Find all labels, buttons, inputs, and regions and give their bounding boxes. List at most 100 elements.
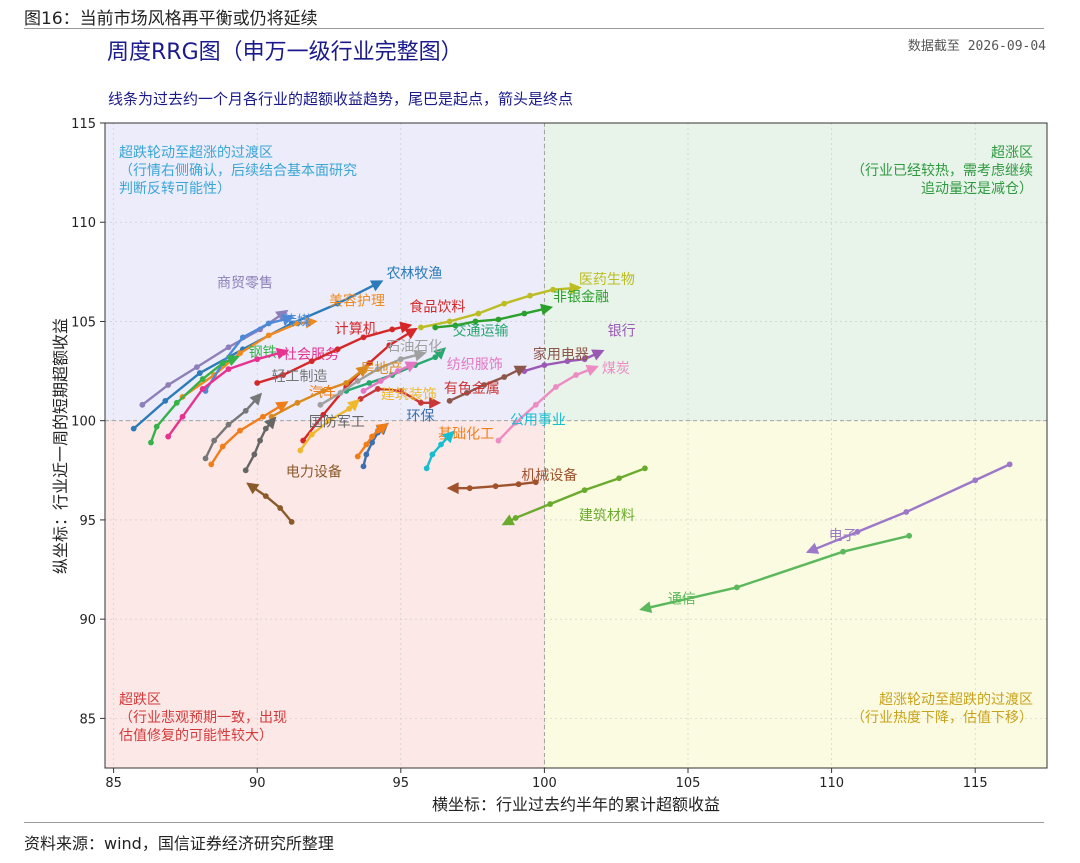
series-point bbox=[733, 584, 740, 591]
quadrant-bg-bottom-left bbox=[105, 420, 545, 768]
series-label: 房地产 bbox=[361, 361, 403, 377]
series-arrowhead bbox=[275, 309, 289, 322]
series-point bbox=[320, 388, 327, 394]
figure-label: 图16：当前市场风格再平衡或仍将延续 bbox=[24, 9, 318, 29]
series-point bbox=[308, 358, 315, 365]
series-point bbox=[395, 368, 401, 374]
series-point bbox=[165, 382, 172, 388]
quadrant-label: 超涨区 bbox=[991, 145, 1033, 161]
series-point bbox=[397, 388, 404, 394]
series-point bbox=[446, 397, 453, 404]
series-label: 非银金融 bbox=[553, 290, 609, 306]
series-point bbox=[354, 378, 361, 384]
quadrant-label: （行业已经较热，需考虑继续 bbox=[851, 162, 1033, 179]
series-arrowhead bbox=[399, 321, 413, 334]
x-tick-label: 100 bbox=[532, 776, 557, 791]
x-tick-label: 115 bbox=[963, 776, 988, 791]
series-line bbox=[434, 306, 552, 329]
series-point bbox=[320, 411, 327, 418]
series-point bbox=[418, 324, 424, 331]
series-point bbox=[237, 350, 243, 357]
series-arrowhead bbox=[639, 601, 653, 614]
series-point bbox=[334, 346, 341, 353]
series-point bbox=[374, 386, 381, 392]
series-point bbox=[481, 382, 487, 388]
series-point bbox=[346, 405, 353, 412]
series-point bbox=[202, 455, 209, 462]
quadrant-bg-top-right bbox=[544, 123, 1047, 421]
quadrant-label: （行业悲观预期一致，出现 bbox=[119, 709, 287, 726]
series-point bbox=[239, 334, 246, 341]
series-label: 食品饮料 bbox=[409, 299, 465, 316]
series-point bbox=[219, 443, 226, 450]
quadrant-label: 超跌轮动至超涨的过渡区 bbox=[119, 145, 273, 161]
series-arrowhead bbox=[433, 347, 447, 360]
quadrant-label: （行情右侧确认，后续结合基本面研究 bbox=[119, 162, 357, 179]
y-axis-label: 纵坐标：行业近一周的短期超额收益 bbox=[51, 318, 70, 574]
series-label: 交通运输 bbox=[453, 322, 509, 339]
y-tick-label: 110 bbox=[71, 216, 96, 231]
series-point bbox=[162, 397, 169, 404]
series-line bbox=[640, 534, 911, 611]
series-point bbox=[386, 342, 393, 349]
series-point bbox=[369, 439, 375, 446]
plot-frame bbox=[104, 122, 1048, 769]
series-point bbox=[179, 413, 186, 420]
series-point bbox=[389, 326, 396, 333]
series-point bbox=[472, 318, 479, 325]
source-note: 资料来源：wind，国信证券经济研究所整理 bbox=[24, 834, 334, 853]
series-line bbox=[166, 350, 288, 438]
series-point bbox=[527, 292, 533, 299]
series-point bbox=[308, 431, 315, 438]
series-label: 建筑材料 bbox=[579, 508, 635, 524]
series-point bbox=[397, 356, 404, 363]
series-arrowhead bbox=[226, 355, 240, 367]
x-tick-label: 95 bbox=[393, 776, 410, 791]
series-arrowhead bbox=[501, 514, 515, 526]
quadrant-label: 判断反转可能性） bbox=[119, 181, 231, 197]
series-arrowhead bbox=[246, 482, 260, 495]
series-point bbox=[642, 465, 648, 472]
series-point bbox=[423, 465, 430, 472]
y-tick-label: 115 bbox=[71, 117, 96, 132]
series-point bbox=[547, 501, 554, 507]
quadrant-bg-top-left bbox=[105, 123, 545, 421]
series-label: 美容护理 bbox=[329, 293, 385, 310]
series-point bbox=[225, 421, 232, 428]
series-arrowhead bbox=[355, 365, 369, 378]
series-label: 医药生物 bbox=[579, 272, 635, 288]
series-point bbox=[452, 322, 459, 329]
series-point bbox=[326, 417, 332, 424]
series-point bbox=[130, 425, 137, 432]
series-point bbox=[343, 380, 350, 386]
series-point bbox=[463, 390, 470, 396]
series-point bbox=[219, 360, 226, 367]
series-label: 公用事业 bbox=[510, 413, 566, 429]
series-point bbox=[573, 372, 579, 378]
series-point bbox=[260, 413, 266, 420]
series-line bbox=[497, 365, 598, 442]
series-point bbox=[552, 384, 559, 390]
series-label: 机械设备 bbox=[521, 467, 577, 484]
series-point bbox=[446, 318, 453, 325]
series-point bbox=[354, 453, 361, 460]
series-label: 农林牧渔 bbox=[386, 266, 442, 282]
series-arrowhead bbox=[540, 303, 554, 316]
x-tick-label: 90 bbox=[249, 776, 266, 791]
quadrant-label: 超跌区 bbox=[119, 692, 161, 708]
series-arrowhead bbox=[305, 316, 318, 329]
series-point bbox=[237, 427, 243, 434]
series-point bbox=[199, 386, 206, 392]
series-label: 基础化工 bbox=[438, 426, 494, 443]
series-point bbox=[532, 401, 539, 408]
series-point bbox=[153, 423, 160, 430]
series-arrowhead bbox=[441, 430, 455, 444]
series-point bbox=[262, 425, 269, 432]
series-point bbox=[541, 362, 548, 369]
series-point bbox=[512, 515, 519, 521]
series-point bbox=[242, 467, 249, 474]
series-label: 电力设备 bbox=[286, 463, 342, 480]
quadrant-label: 估值修复的可能性较大） bbox=[119, 727, 273, 744]
series-point bbox=[196, 370, 203, 376]
